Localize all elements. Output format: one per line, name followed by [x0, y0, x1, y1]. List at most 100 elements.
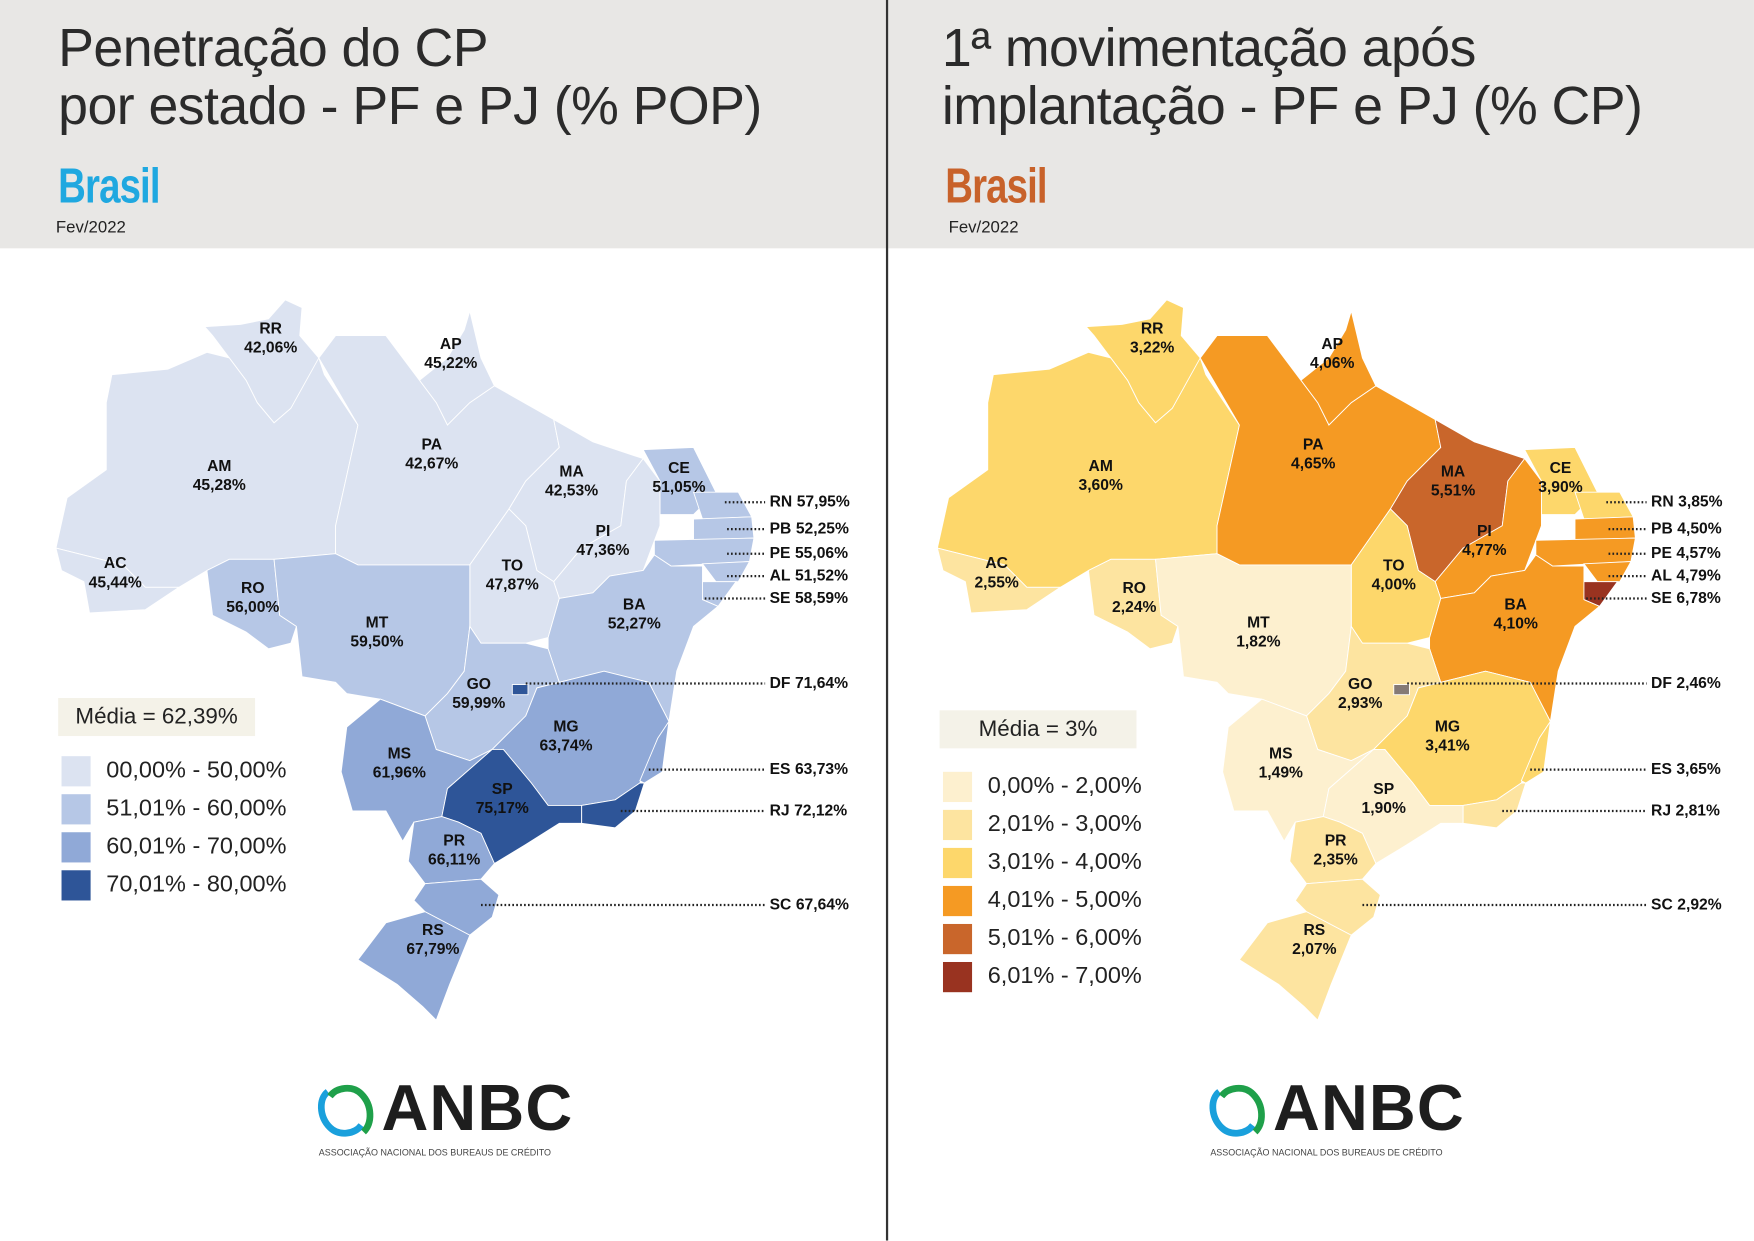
- left-header: [0, 0, 888, 249]
- state-code: PB: [770, 521, 792, 538]
- state-code: RS: [422, 922, 444, 939]
- left-title-line2: por estado - PF e PJ (% POP): [58, 77, 762, 137]
- legend-swatch: [942, 809, 973, 840]
- state-es: [639, 721, 670, 784]
- state-code: BA: [623, 597, 646, 614]
- state-value: 2,35%: [1313, 852, 1357, 869]
- state-code: RJ: [1651, 802, 1671, 819]
- legend-swatch: [61, 755, 91, 786]
- state-value: 42,06%: [244, 339, 297, 356]
- state-code: DF: [1651, 675, 1672, 692]
- state-code: RN: [1651, 494, 1674, 511]
- callout-label-rn: RN 57,95%: [770, 494, 850, 511]
- state-code: PA: [421, 437, 442, 454]
- legend-label: 5,01% - 6,00%: [987, 925, 1142, 951]
- state-value: 45,44%: [89, 574, 142, 591]
- state-pb: [693, 516, 755, 541]
- state-df: [1393, 684, 1410, 696]
- right-average: Média = 3%: [939, 710, 1137, 749]
- legend-swatch: [942, 847, 973, 878]
- state-value: 63,74%: [539, 738, 592, 755]
- logo-wordmark: ANBC: [1272, 1071, 1465, 1145]
- state-value: 58,59%: [795, 590, 848, 607]
- state-value: 2,93%: [1338, 695, 1382, 712]
- legend-label: 3,01% - 4,00%: [987, 849, 1142, 875]
- state-rs: [1238, 911, 1352, 1021]
- state-value: 4,77%: [1462, 542, 1506, 559]
- state-code: SE: [1651, 590, 1672, 607]
- state-code: RN: [770, 494, 793, 511]
- left-country: Brasil: [58, 158, 160, 214]
- state-value: 3,60%: [1078, 477, 1122, 494]
- legend-swatch: [942, 961, 973, 992]
- state-value: 3,65%: [1676, 761, 1720, 778]
- state-value: 59,50%: [350, 634, 403, 651]
- state-value: 2,92%: [1677, 896, 1721, 913]
- state-code: ES: [1651, 761, 1672, 778]
- state-code: AM: [207, 458, 231, 475]
- legend-swatch: [61, 831, 91, 862]
- right-title-line1: 1ª movimentação após: [941, 19, 1477, 79]
- legend-item: 70,01% - 80,00%: [61, 866, 287, 904]
- state-value: 63,73%: [795, 761, 848, 778]
- legend-label: 60,01% - 70,00%: [106, 833, 287, 860]
- legend-item: 3,01% - 4,00%: [942, 843, 1142, 881]
- state-value: 4,65%: [1291, 456, 1335, 473]
- right-title: 1ª movimentação após implantação - PF e …: [941, 19, 1643, 136]
- state-code: SC: [1651, 896, 1673, 913]
- state-value: 1,90%: [1362, 800, 1406, 817]
- state-code: AC: [104, 555, 127, 572]
- left-title: Penetração do CP por estado - PF e PJ (%…: [58, 19, 762, 137]
- state-value: 3,41%: [1425, 738, 1469, 755]
- callout-label-pe: PE 55,06%: [770, 545, 849, 562]
- state-value: 59,99%: [452, 695, 505, 712]
- logo-subtitle: ASSOCIAÇÃO NACIONAL DOS BUREAUS DE CRÉDI…: [1210, 1147, 1443, 1158]
- logo-subtitle: ASSOCIAÇÃO NACIONAL DOS BUREAUS DE CRÉDI…: [318, 1147, 552, 1158]
- callout-label-es: ES 3,65%: [1651, 761, 1721, 778]
- callout-label-sc: SC 67,64%: [770, 896, 849, 913]
- state-code: PI: [1477, 523, 1492, 540]
- state-code: MS: [1269, 745, 1292, 762]
- state-code: RS: [1303, 922, 1325, 939]
- state-code: PI: [596, 523, 611, 540]
- state-value: 2,55%: [974, 574, 1018, 591]
- state-code: CE: [1550, 460, 1572, 477]
- state-value: 52,25%: [796, 521, 849, 538]
- state-value: 47,36%: [576, 542, 629, 559]
- legend-swatch: [942, 923, 973, 954]
- legend-item: 51,01% - 60,00%: [61, 790, 287, 828]
- left-legend: 00,00% - 50,00% 51,01% - 60,00% 60,01% - 7…: [61, 752, 287, 904]
- state-code: AP: [440, 336, 462, 353]
- legend-label: 6,01% - 7,00%: [987, 963, 1142, 989]
- state-value: 61,96%: [373, 764, 426, 781]
- state-al: [1583, 561, 1632, 583]
- state-code: RR: [1141, 320, 1164, 337]
- state-value: 2,24%: [1112, 599, 1156, 616]
- legend-item: 4,01% - 5,00%: [942, 881, 1142, 919]
- state-value: 51,52%: [795, 568, 848, 585]
- left-title-line1: Penetração do CP: [58, 19, 488, 79]
- state-value: 4,10%: [1493, 616, 1537, 633]
- state-code: TO: [502, 557, 523, 574]
- callout-label-rj: RJ 72,12%: [770, 802, 848, 819]
- state-rs: [357, 911, 471, 1021]
- legend-swatch: [61, 793, 91, 824]
- state-code: PR: [1325, 833, 1347, 850]
- state-code: PE: [1651, 545, 1672, 562]
- callout-label-pe: PE 4,57%: [1651, 545, 1721, 562]
- logo-wordmark: ANBC: [381, 1071, 574, 1145]
- state-code: SC: [770, 896, 792, 913]
- state-se: [702, 581, 737, 607]
- right-legend: 0,00% - 2,00% 2,01% - 3,00% 3,01% - 4,00% 4…: [942, 767, 1142, 995]
- left-average: Média = 62,39%: [58, 698, 256, 737]
- callout-label-sc: SC 2,92%: [1651, 896, 1722, 913]
- state-value: 57,95%: [797, 494, 850, 511]
- state-code: RJ: [770, 802, 790, 819]
- panel-divider: [885, 0, 889, 1241]
- state-df: [511, 684, 529, 696]
- state-value: 66,11%: [428, 852, 480, 869]
- state-rj: [1462, 782, 1527, 829]
- right-logo: ANBC ASSOCIAÇÃO NACIONAL DOS BUREAUS DE …: [1208, 1076, 1476, 1168]
- state-code: AL: [770, 568, 791, 585]
